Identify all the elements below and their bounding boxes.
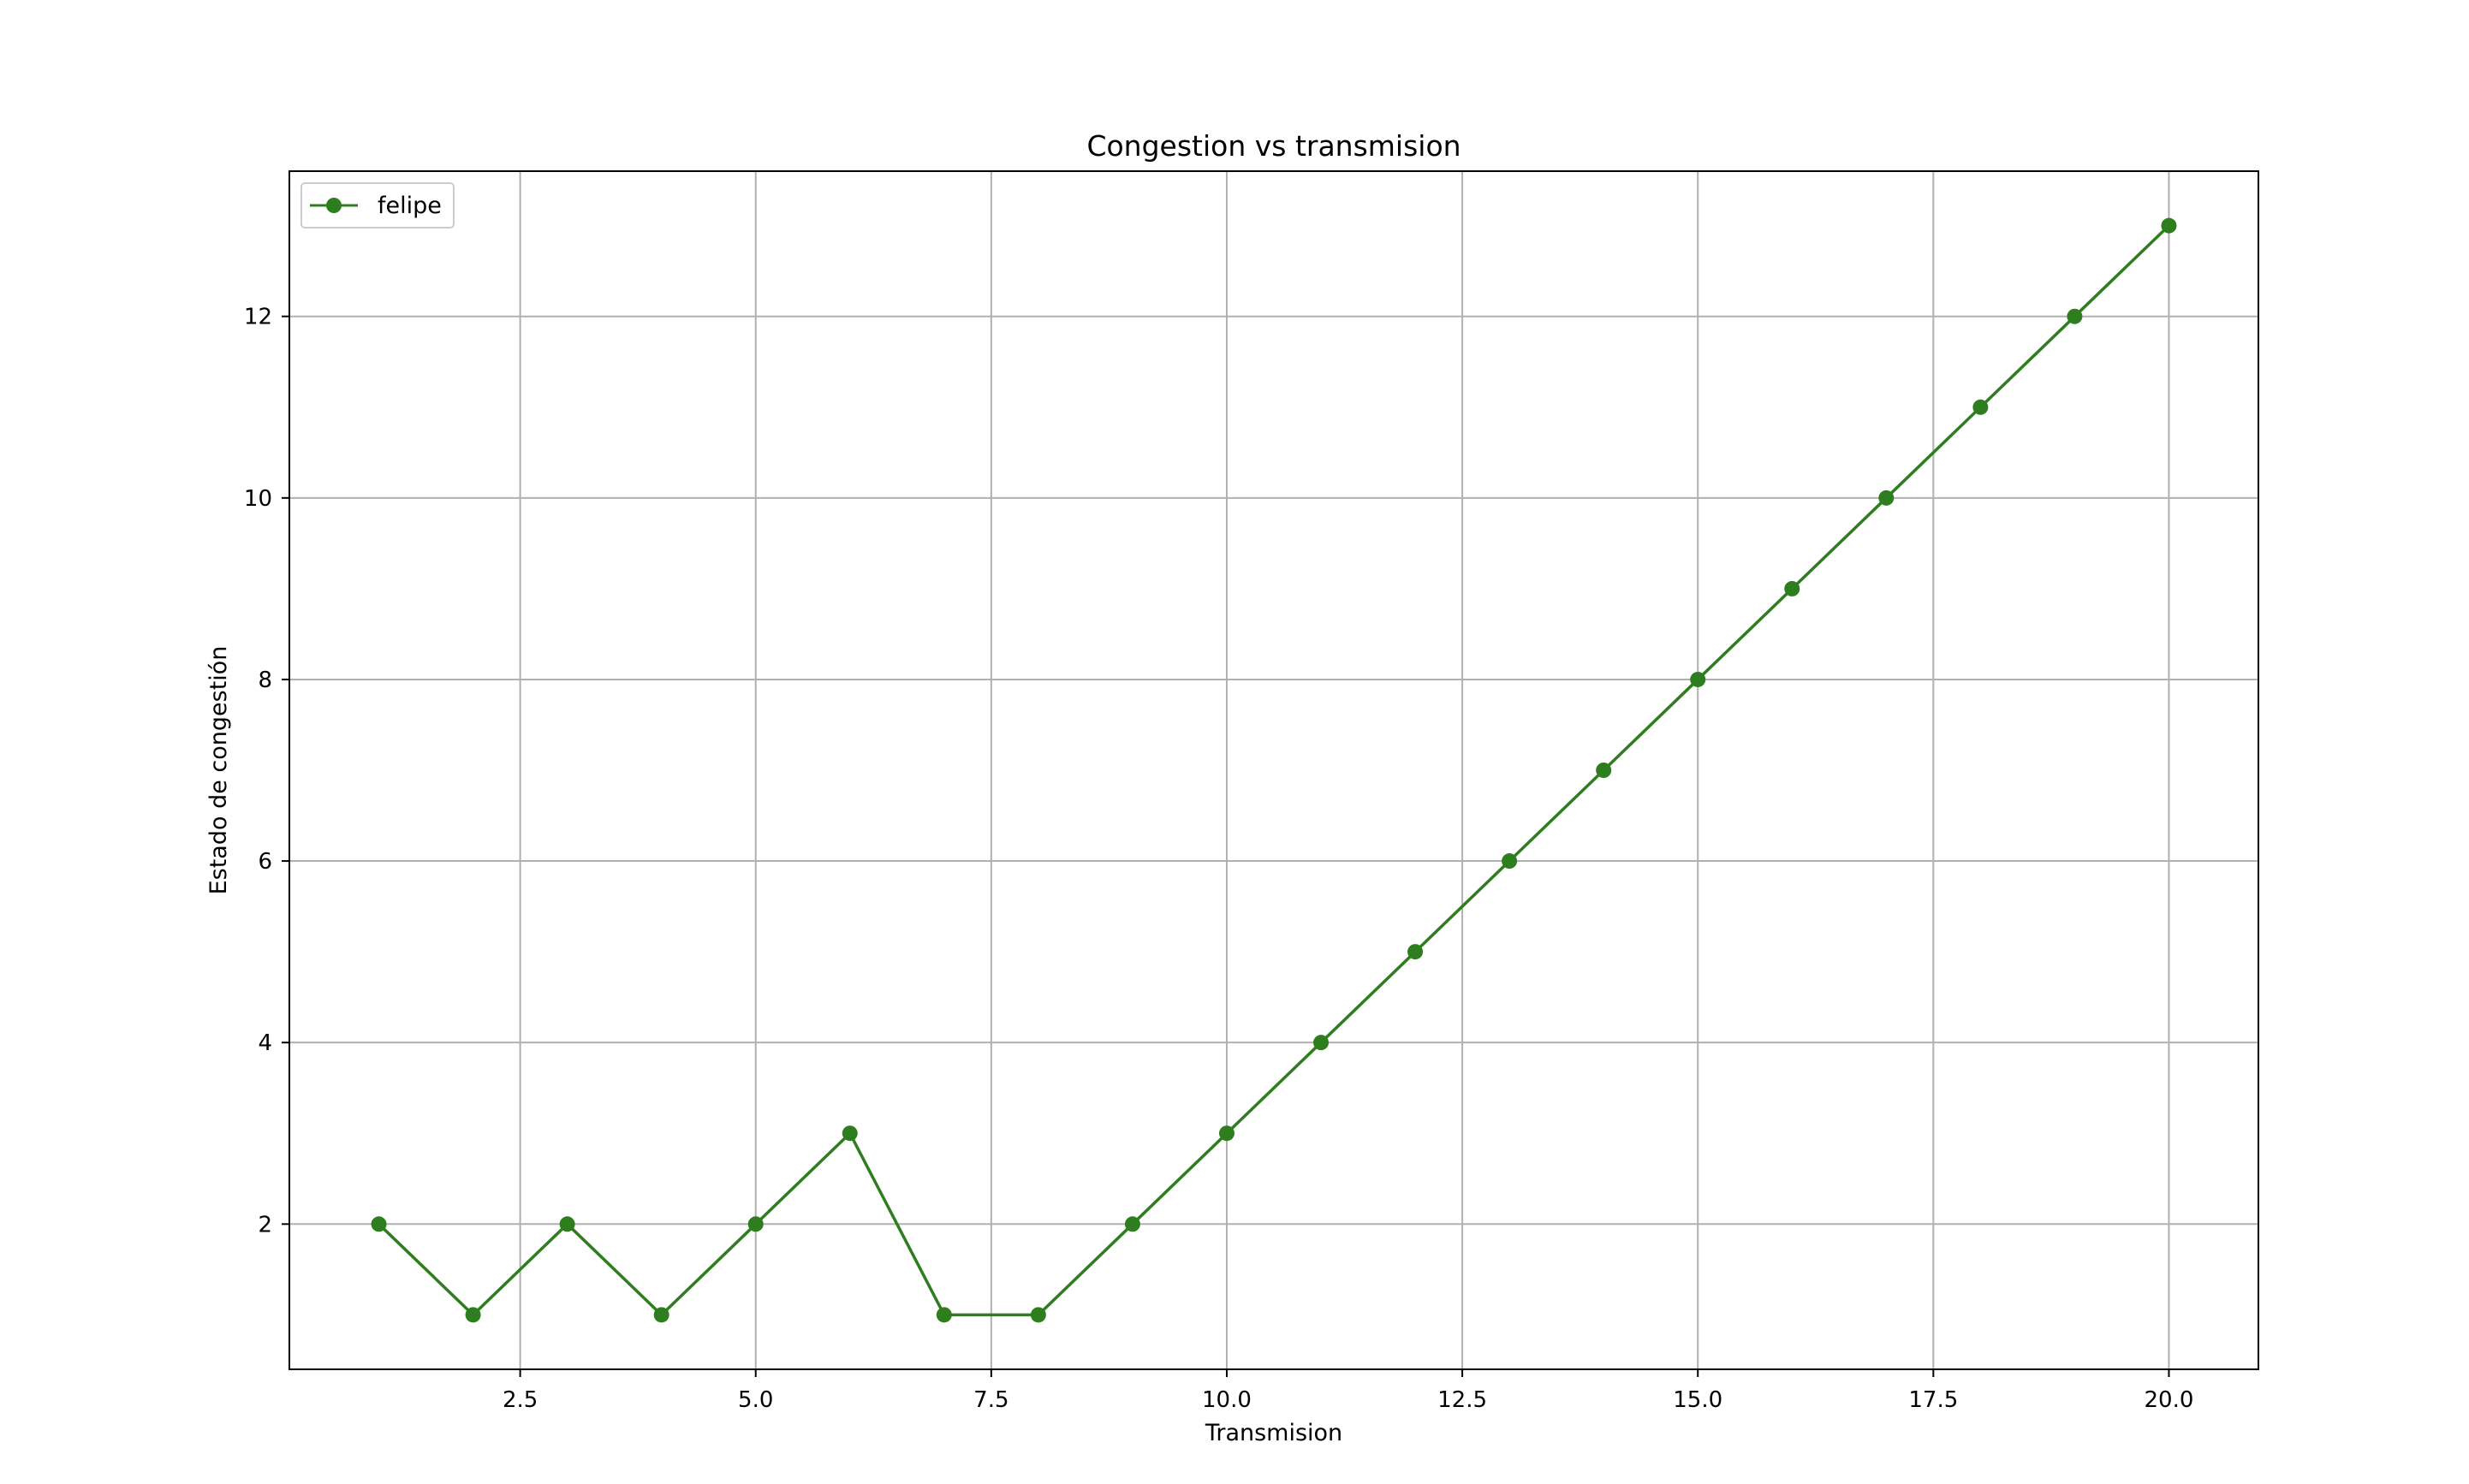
data-point: [1124, 1216, 1140, 1232]
x-tick-label: 15.0: [1673, 1387, 1722, 1413]
x-tick-label: 5.0: [738, 1387, 773, 1413]
legend-box: [300, 182, 455, 229]
data-point: [2067, 308, 2083, 324]
data-point: [1596, 763, 1612, 778]
data-series: [371, 217, 2177, 1323]
chart-title: Congestion vs transmision: [1086, 129, 1461, 163]
data-point: [465, 1307, 481, 1323]
y-tick-label: 12: [244, 305, 272, 330]
data-point: [1313, 1035, 1330, 1051]
data-point: [559, 1216, 575, 1232]
data-point: [653, 1307, 669, 1323]
data-point: [747, 1216, 764, 1232]
data-point: [371, 1216, 387, 1232]
plot-frame: [289, 170, 2259, 1370]
x-tick-label: 10.0: [1202, 1387, 1252, 1413]
grid-lines: [289, 171, 2258, 1369]
x-tick-label: 17.5: [1908, 1387, 1958, 1413]
y-tick-label: 10: [244, 486, 272, 512]
data-point: [1407, 944, 1424, 960]
x-tick-label: 2.5: [503, 1387, 538, 1413]
data-point: [1784, 580, 1800, 597]
series-line-felipe: [378, 224, 2170, 1317]
data-point: [1030, 1307, 1046, 1323]
y-tick-label: 6: [258, 849, 272, 875]
x-tick-label: 7.5: [973, 1387, 1008, 1413]
x-axis-label: Transmision: [1205, 1420, 1342, 1446]
y-tick-label: 8: [258, 668, 272, 693]
y-axis-label: Estado de congestión: [205, 646, 232, 895]
data-point: [1218, 1125, 1234, 1142]
x-tick-label: 20.0: [2145, 1387, 2194, 1413]
data-point: [842, 1125, 858, 1142]
y-tick-label: 4: [258, 1030, 272, 1056]
plot-area: [289, 171, 2258, 1369]
data-point: [936, 1307, 952, 1323]
data-point: [1878, 490, 1895, 506]
legend-series-label: felipe: [378, 193, 442, 219]
legend-series-marker: [326, 198, 342, 213]
axis-ticks: 2.5 5.0 7.5 10.0 12.5 15.0 17.5 20.0 2 4 6 8 10 12: [244, 305, 2193, 1413]
y-tick-label: 2: [258, 1212, 272, 1238]
x-tick-label: 12.5: [1437, 1387, 1487, 1413]
data-point: [1690, 671, 1706, 687]
data-point: [1502, 853, 1518, 870]
data-point: [1972, 399, 1989, 415]
data-point: [2161, 217, 2177, 234]
legend: felipe: [300, 182, 455, 229]
